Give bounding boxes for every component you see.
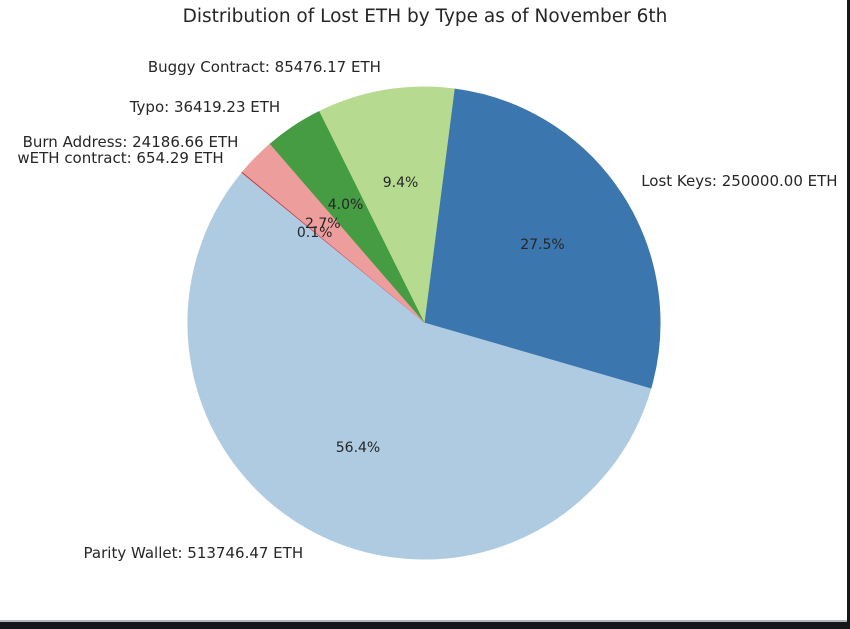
- window-bottom-divider: [0, 620, 850, 622]
- chart-title: Distribution of Lost ETH by Type as of N…: [182, 6, 668, 27]
- slice-label-weth-contract: wETH contract: 654.29 ETH: [17, 149, 224, 167]
- pie-slice-lost-keys: [423, 88, 661, 390]
- slice-pct-weth-contract: 0.1%: [296, 225, 333, 241]
- slice-pct-buggy-contract: 9.4%: [382, 175, 419, 192]
- slice-label-lost-keys: Lost Keys: 250000.00 ETH: [641, 171, 838, 190]
- slice-pct-burn-address: 2.7%: [305, 216, 341, 232]
- pie-slice-parity-wallet: [187, 172, 652, 560]
- window-right-border: [847, 0, 850, 629]
- window-bottom-bar: [0, 622, 850, 629]
- slice-label-burn-address: Burn Address: 24186.66 ETH: [22, 132, 239, 151]
- pie-slice-buggy-contract: [318, 86, 455, 324]
- slice-pct-parity-wallet: 56.4%: [335, 440, 381, 457]
- slice-label-parity-wallet: Parity Wallet: 513746.47 ETH: [83, 543, 304, 562]
- slice-pct-typo: 4.0%: [327, 197, 364, 214]
- slice-label-typo: Typo: 36419.23 ETH: [129, 97, 281, 116]
- slice-label-buggy-contract: Buggy Contract: 85476.17 ETH: [147, 58, 381, 76]
- slice-pct-lost-keys: 27.5%: [520, 237, 565, 254]
